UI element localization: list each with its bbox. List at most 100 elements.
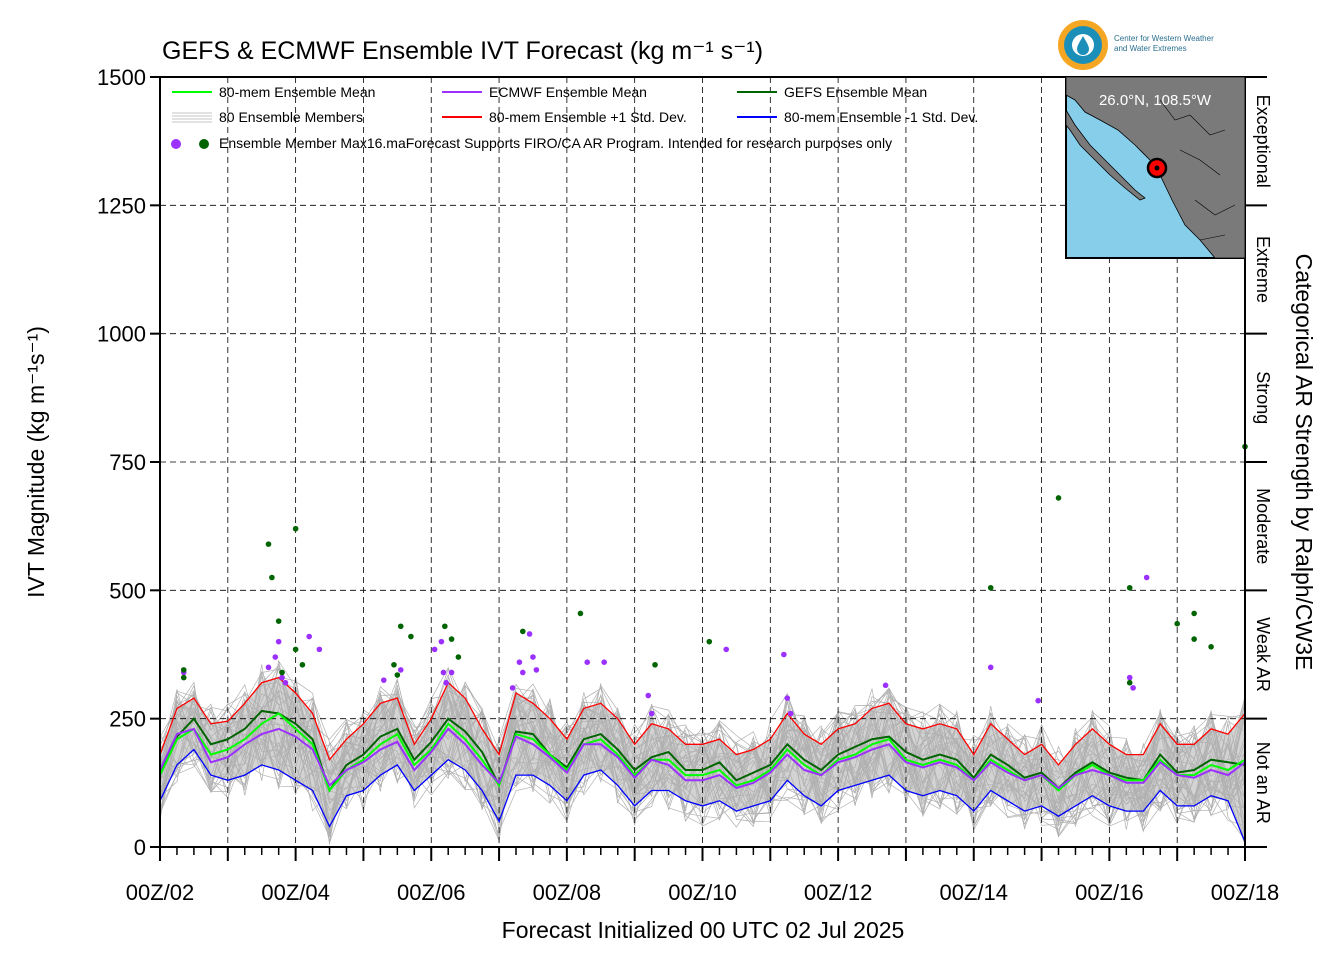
- gefs-max-point: [408, 633, 414, 640]
- y-tick-label: 250: [109, 707, 146, 732]
- ecmwf-max-point: [533, 667, 540, 673]
- y-axis-label: IVT Magnitude (kg m⁻¹s⁻¹): [23, 326, 49, 598]
- gefs-max-point: [180, 667, 187, 673]
- category-axis-label: Categorical AR Strength by Ralph/CW3E: [1291, 254, 1317, 671]
- gefs-max-point: [299, 661, 306, 668]
- ecmwf-max-point: [272, 654, 279, 660]
- ecmwf-max-point: [645, 692, 652, 699]
- ecmwf-max-point: [516, 659, 523, 665]
- ecmwf-max-point: [1130, 685, 1136, 691]
- category-label: Weak AR: [1253, 617, 1273, 692]
- ecmwf-max-point: [265, 664, 272, 671]
- logo-text-line1: Center for Western Weather: [1114, 34, 1214, 43]
- series-ecmwf_mean: [159, 727, 1246, 790]
- legend-dot-ecmwf: [171, 139, 181, 149]
- ecmwf-max-point: [1143, 574, 1150, 581]
- legend-dot-gefs: [199, 139, 209, 149]
- gefs-max-point: [292, 525, 299, 532]
- legend-plus-sd: 80-mem Ensemble +1 Std. Dev.: [489, 109, 687, 125]
- ecmwf-max-point: [784, 695, 791, 701]
- legend-swatch-members: [172, 112, 212, 123]
- y-tick-label: 0: [134, 835, 146, 860]
- ecmwf-max-point: [443, 679, 449, 686]
- ecmwf-max-point: [448, 669, 455, 676]
- gefs-max-point: [1126, 584, 1133, 591]
- gefs-max-point: [1191, 636, 1197, 642]
- gefs-max-point: [987, 584, 994, 591]
- gefs-max-point: [292, 646, 299, 653]
- ecmwf-max-point: [584, 659, 591, 665]
- ecmwf-max-point: [601, 659, 607, 665]
- series-mean80: [159, 712, 1246, 793]
- legend-minus-sd: 80-mem Ensemble -1 Std. Dev.: [784, 109, 978, 125]
- x-axis-label: Forecast Initialized 00 UTC 02 Jul 2025: [502, 917, 905, 943]
- category-label: Strong: [1253, 371, 1273, 424]
- gefs-max-point: [1191, 610, 1197, 617]
- legend-mean80: 80-mem Ensemble Mean: [219, 84, 375, 100]
- ecmwf-max-point: [723, 646, 730, 653]
- gefs-max-point: [1174, 620, 1180, 627]
- series-minus_sd: [159, 748, 1246, 843]
- x-tick-label: 00Z/14: [940, 880, 1009, 905]
- ecmwf-max-point: [530, 654, 536, 660]
- ecmwf-max-point: [987, 664, 994, 671]
- ecmwf-max-point: [787, 710, 794, 717]
- ecmwf-max-point: [316, 646, 323, 653]
- category-label: Exceptional: [1253, 95, 1273, 188]
- gefs-max-point: [519, 628, 526, 635]
- gefs-max-point: [269, 574, 275, 581]
- x-tick-label: 00Z/16: [1075, 880, 1144, 905]
- gefs-max-point: [394, 672, 401, 678]
- gefs-max-point: [577, 610, 584, 617]
- y-tick-label: 1500: [97, 65, 146, 90]
- gefs-max-point: [706, 638, 713, 645]
- gefs-max-point: [279, 669, 285, 676]
- gefs-max-point: [397, 623, 404, 630]
- member-line: [159, 660, 1246, 845]
- category-label: Moderate: [1253, 488, 1273, 564]
- ecmwf-max-point: [380, 677, 387, 683]
- ecmwf-max-point: [282, 679, 289, 686]
- legend-ecmwf-mean: ECMWF Ensemble Mean: [489, 84, 647, 100]
- gefs-max-point: [448, 636, 455, 642]
- x-tick-label: 00Z/06: [397, 880, 466, 905]
- legend-gefs-mean: GEFS Ensemble Mean: [784, 84, 927, 100]
- ecmwf-max-point: [526, 631, 533, 637]
- logo-text-line2: and Water Extremes: [1114, 44, 1187, 53]
- inset-borders: [1159, 99, 1236, 241]
- ecmwf-max-point: [279, 674, 285, 681]
- member-line: [159, 689, 1246, 834]
- ecmwf-max-point: [306, 633, 312, 640]
- member-line: [159, 667, 1246, 837]
- ecmwf-max-point: [1126, 674, 1133, 681]
- x-tick-label: 00Z/04: [261, 880, 330, 905]
- inset-location-label: 26.0°N, 108.5°W: [1099, 92, 1212, 109]
- gefs-max-point: [391, 661, 397, 668]
- inset-peninsula: [1065, 108, 1146, 201]
- gefs-max-point: [275, 618, 282, 624]
- legend: 80-mem Ensemble Mean ECMWF Ensemble Mean…: [171, 84, 978, 151]
- x-tick-label: 00Z/02: [126, 880, 195, 905]
- gefs-max-point: [180, 674, 187, 681]
- chart-title: GEFS & ECMWF Ensemble IVT Forecast (kg m…: [162, 37, 763, 65]
- ecmwf-max-point: [438, 638, 445, 645]
- legend-members: 80 Ensemble Members: [219, 109, 363, 125]
- gefs-max-point: [455, 654, 462, 660]
- y-tick-label: 500: [109, 578, 146, 603]
- x-tick-label: 00Z/08: [533, 880, 602, 905]
- ecmwf-max-point: [648, 710, 655, 717]
- x-tick-label: 00Z/12: [804, 880, 873, 905]
- category-label: Not an AR: [1253, 742, 1273, 824]
- y-tick-label: 1250: [97, 193, 146, 218]
- category-label: Extreme: [1253, 236, 1273, 303]
- ecmwf-max-point: [431, 646, 438, 653]
- gefs-max-point: [1126, 679, 1133, 686]
- ecmwf-max-point: [882, 682, 889, 689]
- cw3e-logo: Center for Western Weather and Water Ext…: [1058, 20, 1214, 70]
- y-tick-label: 1000: [97, 322, 146, 347]
- gefs-max-point: [1055, 495, 1062, 501]
- gefs-max-point: [1208, 644, 1214, 650]
- inset-map: 26.0°N, 108.5°W: [1065, 76, 1246, 259]
- x-tick-label: 00Z/10: [668, 880, 737, 905]
